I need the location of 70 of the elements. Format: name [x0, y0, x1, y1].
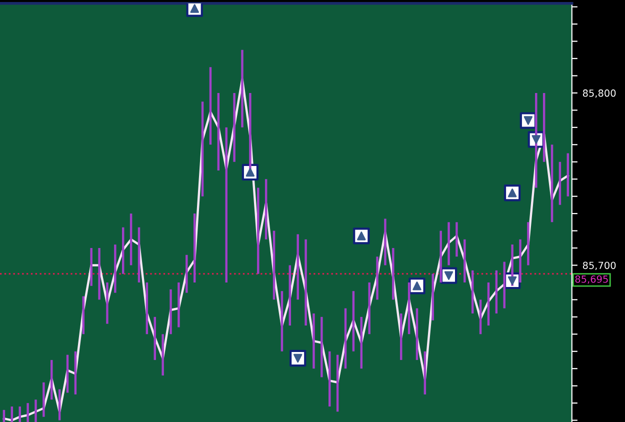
bar: [264, 179, 268, 240]
bar: [209, 67, 212, 145]
bar: [233, 92, 236, 162]
bar: [26, 403, 29, 422]
bar: [471, 270, 474, 314]
bar: [432, 274, 434, 320]
ref-line-label: 85,695: [575, 275, 608, 284]
bar: [98, 248, 100, 300]
bar: [296, 234, 299, 300]
bar: [566, 153, 570, 196]
y-tick-label: 85,700: [582, 262, 616, 270]
bar: [479, 300, 482, 334]
bar: [352, 291, 355, 352]
bar: [304, 239, 307, 326]
bar: [527, 222, 530, 266]
bar: [74, 351, 77, 394]
bar: [50, 360, 53, 400]
bar: [542, 92, 546, 162]
bar: [464, 239, 466, 282]
bar: [162, 334, 164, 376]
bar: [225, 127, 228, 282]
bar: [138, 227, 140, 282]
bar: [241, 50, 244, 128]
bar: [280, 291, 284, 352]
bar: [82, 296, 85, 334]
bar: [456, 222, 458, 257]
bar: [249, 92, 252, 170]
bar: [257, 188, 260, 274]
bar: [416, 308, 418, 360]
bar: [154, 316, 156, 360]
y-tick-label: 85,800: [582, 89, 616, 98]
bar: [360, 316, 363, 369]
bar: [186, 254, 188, 293]
bar: [424, 351, 426, 394]
bar: [10, 406, 14, 422]
bar: [146, 282, 148, 334]
bar: [178, 282, 180, 328]
bar: [519, 239, 522, 282]
bar: [58, 389, 61, 420]
bar: [550, 144, 554, 222]
bar: [170, 289, 172, 334]
bar: [34, 400, 37, 422]
bar: [344, 308, 347, 369]
bar: [288, 265, 292, 326]
bar: [495, 270, 498, 314]
bar: [440, 230, 442, 282]
bar: [320, 316, 323, 378]
bar: [368, 282, 370, 334]
bar: [408, 282, 410, 334]
bar: [193, 214, 196, 282]
bar: [503, 262, 506, 308]
bar: [392, 248, 394, 300]
bar: [312, 313, 315, 369]
bar: [487, 282, 490, 326]
bar: [106, 282, 108, 324]
bar: [18, 406, 21, 422]
bar: [114, 244, 116, 293]
bar: [201, 102, 204, 196]
bar: [42, 382, 45, 417]
bar: [400, 313, 402, 360]
bar: [558, 162, 562, 205]
bar: [122, 227, 124, 274]
bar: [217, 92, 220, 170]
bar: [328, 351, 331, 406]
bar: [130, 214, 132, 266]
bar: [448, 222, 450, 266]
bar: [384, 218, 386, 266]
bar: [376, 256, 378, 300]
bar: [90, 248, 92, 286]
bar: [2, 410, 6, 422]
